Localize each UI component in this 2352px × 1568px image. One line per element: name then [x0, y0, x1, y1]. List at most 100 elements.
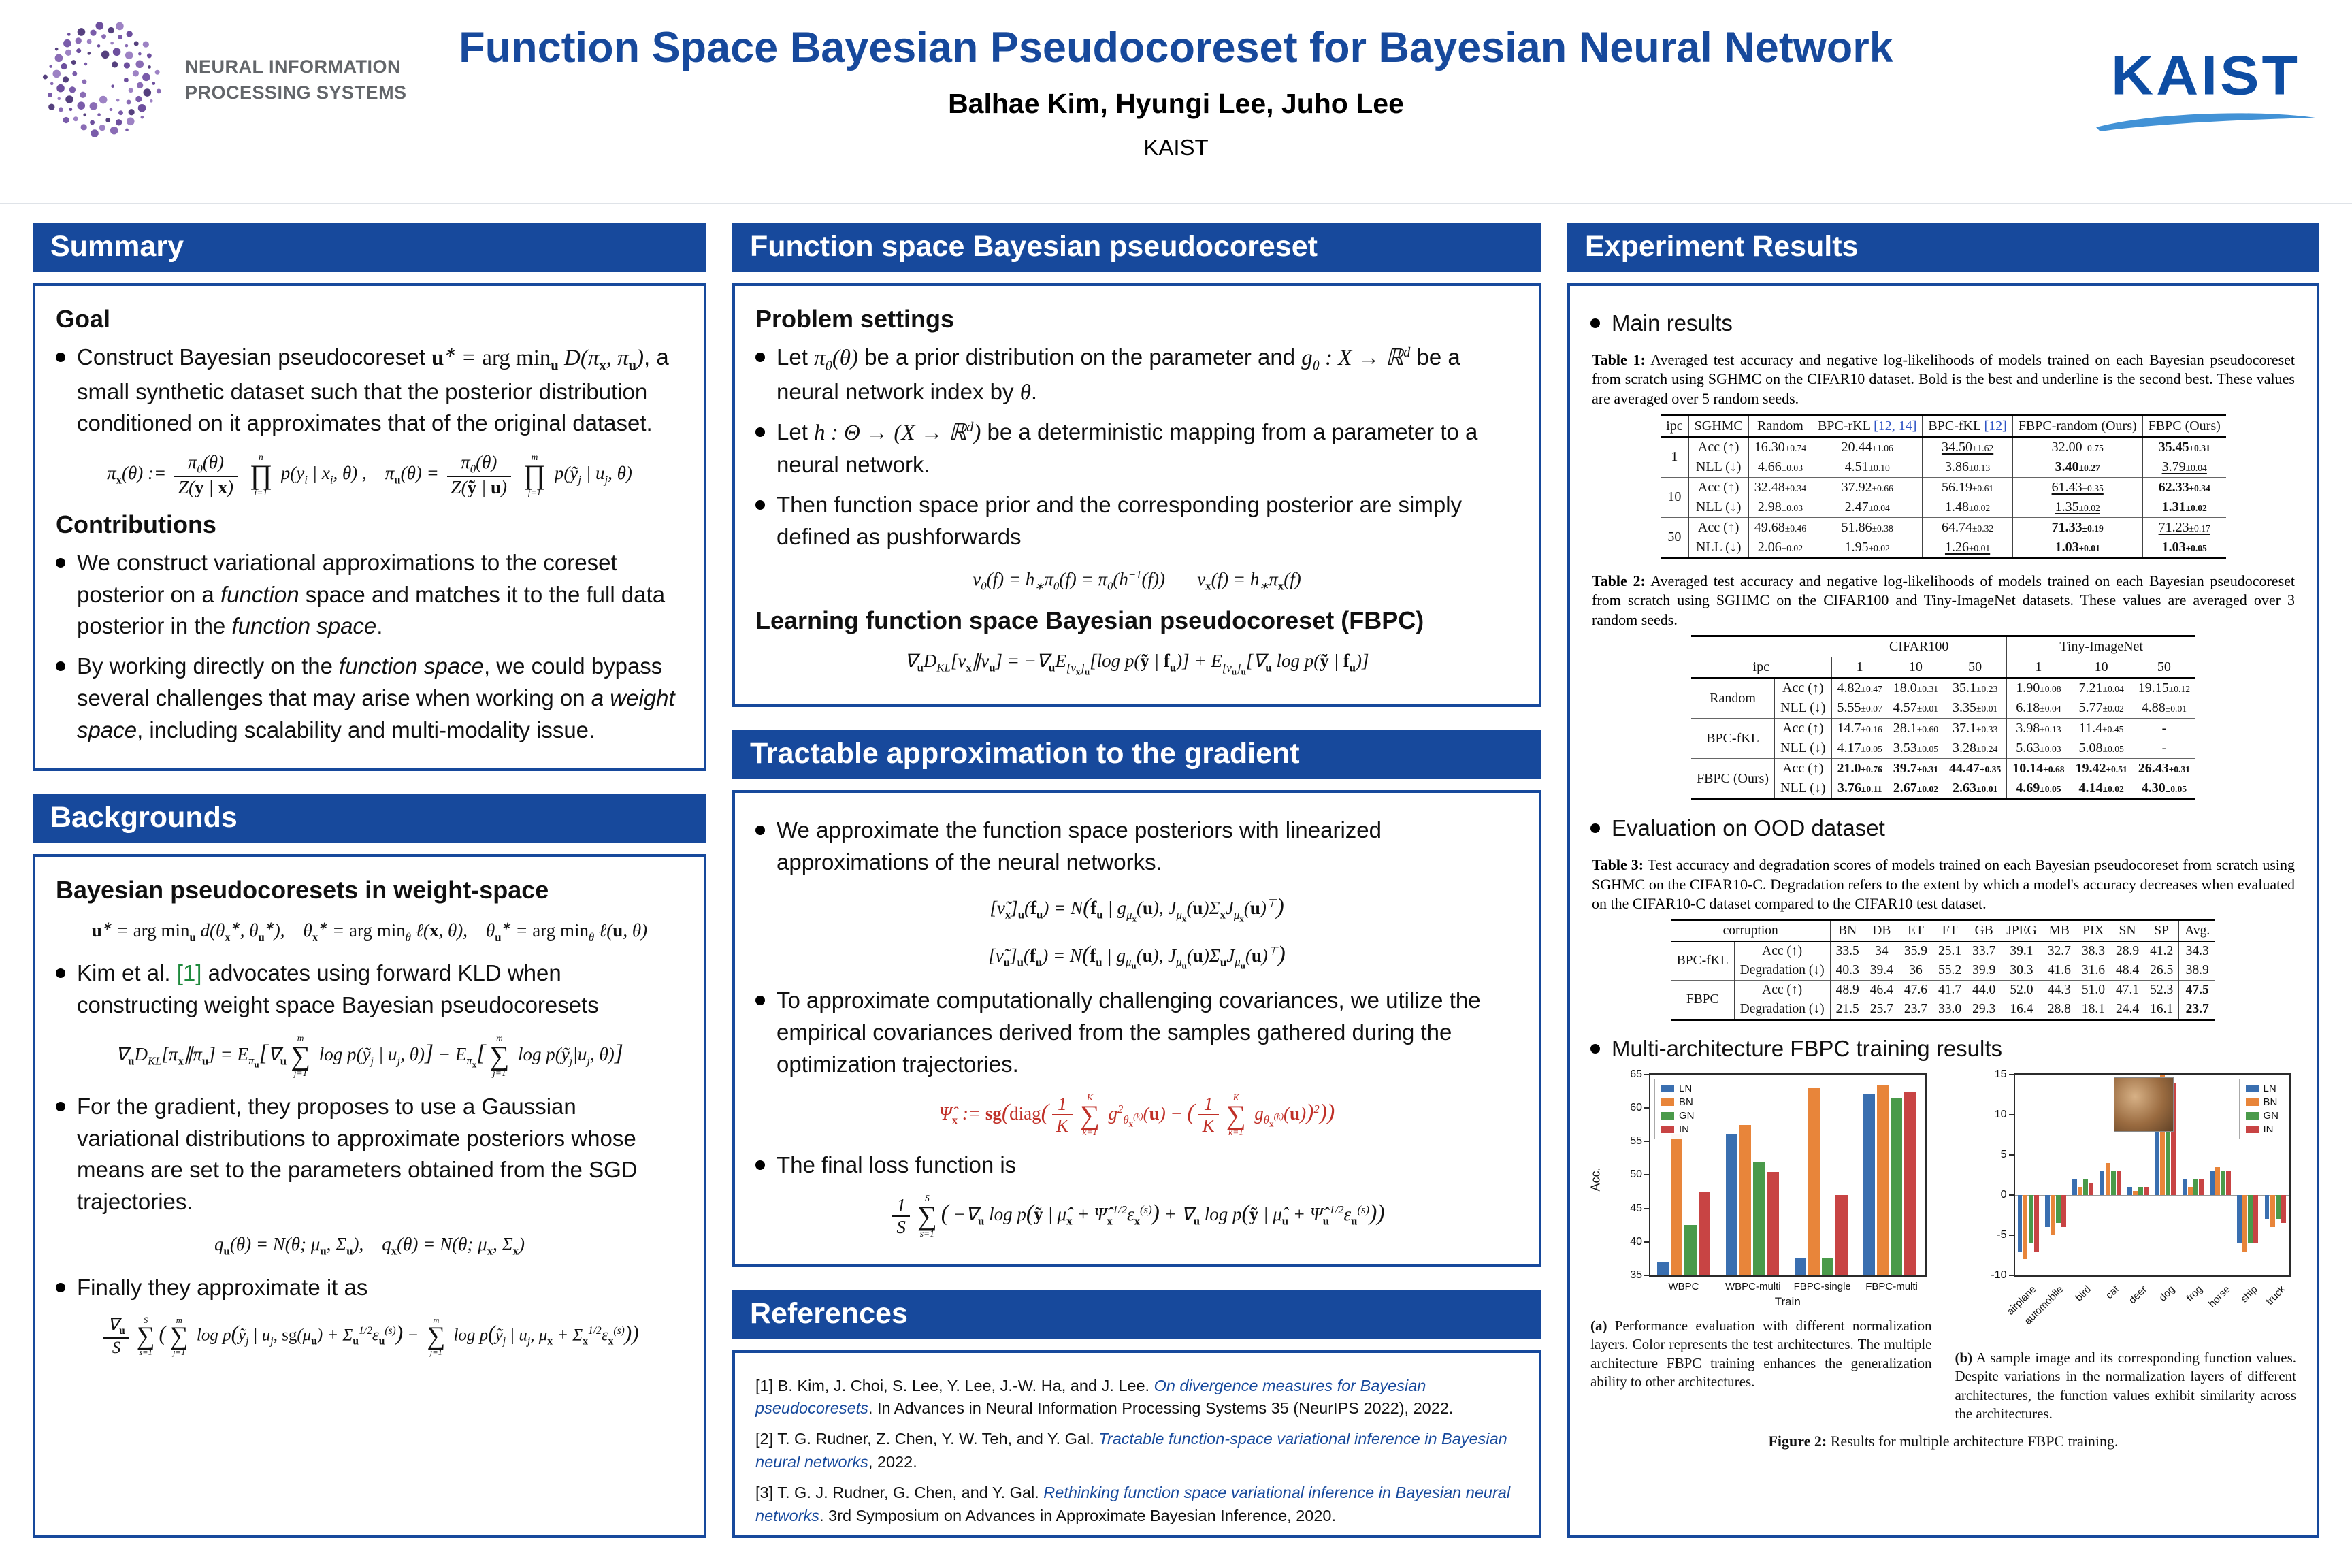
value-cell: 19.15±0.12: [2133, 678, 2195, 698]
references-section: References [1] B. Kim, J. Choi, S. Lee, …: [732, 1290, 1541, 1538]
x-tick-label-text: deer: [2126, 1283, 2149, 1307]
value-cell: 37.92±0.66: [1812, 476, 1923, 497]
category-slot: [2070, 1075, 2097, 1275]
chart-legend: LN BN GN IN: [2238, 1078, 2285, 1139]
table-row: NLL (↓) 3.76±0.11 2.67±0.02 2.63±0.01 4.69±0…: [1691, 779, 2195, 800]
value-cell: 29.3: [1967, 1000, 2001, 1020]
legend-label: GN: [2263, 1109, 2279, 1122]
method-cell: BPC-fKL: [1676, 953, 1729, 968]
value-cell: 52.0: [2001, 980, 2042, 1000]
cell-value: 3.76±0.11: [1837, 781, 1882, 796]
method-cell: Random: [1710, 690, 1756, 706]
multi-arch-list: Multi-architecture FBPC training results: [1590, 1033, 2296, 1065]
kaist-swoosh-icon: [2096, 113, 2315, 131]
corner-cell: [1691, 636, 1831, 657]
x-tick-label: deer: [2125, 1281, 2153, 1341]
cell-value: 19.15±0.12: [2138, 681, 2191, 696]
logo-dot: [54, 54, 63, 63]
value-cell: 1.03±0.05: [2142, 537, 2226, 559]
table-row: 10 Acc (↑) 32.48±0.34 37.92±0.66 56.19±0.61 6…: [1661, 476, 2226, 518]
cell-value: 10.14±0.68: [2012, 761, 2065, 777]
value-cell: 38.9: [2178, 961, 2216, 981]
legend-label: GN: [1679, 1109, 1695, 1122]
logo-dot: [67, 33, 71, 36]
gaussian-approx-bullet: For the gradient, they proposes to use a…: [77, 1093, 638, 1215]
cell-value: 35.1±0.23: [1953, 681, 1998, 696]
table-row: BPC-fKL Acc (↑) 33.5 34 35.9 25.1 33.7 39.1 32.7…: [1671, 941, 2216, 968]
logo-dot: [126, 31, 133, 37]
logo-dot: [125, 51, 133, 60]
logo-dot: [112, 61, 118, 68]
list-item: Kim et al. [1] advocates using forward K…: [56, 958, 683, 1022]
cell-value: 62.33±0.34: [2158, 479, 2210, 495]
metric-cell: Acc (↑): [1774, 718, 1832, 739]
logo-dot: [90, 29, 97, 36]
bar-gn-6: [2193, 1179, 2198, 1195]
logo-dot: [125, 128, 129, 132]
x-tick-label: WBPC-multi: [1725, 1280, 1781, 1292]
category-slot: [1719, 1075, 1788, 1275]
y-tick-label: 0: [2000, 1188, 2007, 1200]
metric-cell: Acc (↑): [1733, 980, 1831, 1000]
cell-value: 71.33±0.19: [2051, 519, 2104, 535]
bar-ln-1: [1725, 1134, 1738, 1275]
value-cell: 51.0: [2076, 980, 2110, 1000]
bullet-icon: [56, 662, 65, 672]
x-tick-label-text: cat: [2104, 1283, 2122, 1302]
value-cell: 2.67±0.02: [1888, 779, 1944, 800]
cell-value: 5.63±0.03: [2016, 740, 2061, 756]
logo-dot: [101, 50, 110, 59]
value-cell: 4.14±0.02: [2070, 779, 2133, 800]
fbpc-gradient-formula: ∇uDKL[νx∥νu] = −∇uE[νx]u[log p(ỹ | fu)] …: [904, 651, 1369, 677]
references-box: [1] B. Kim, J. Choi, S. Lee, Y. Lee, J.-…: [732, 1350, 1541, 1538]
x-tick-label-text: ship: [2238, 1283, 2260, 1305]
logo-dot: [150, 99, 153, 103]
logo-dot: [105, 117, 111, 122]
bar-gn-1: [1753, 1161, 1765, 1275]
legend-label: LN: [2263, 1082, 2276, 1094]
method-cell: FBPC: [1671, 980, 1735, 1020]
bar-in-0: [2034, 1194, 2039, 1252]
kaist-logo: KAIST: [1896, 15, 2318, 133]
weightspace-heading: Bayesian pseudocoresets in weight-space: [56, 875, 549, 904]
neurips-logo: NEURAL INFORMATION PROCESSING SYSTEMS: [34, 15, 456, 140]
value-cell: 33.7: [1967, 941, 2001, 961]
cell-value: 39.4: [1869, 963, 1893, 978]
cell-value: 5.77±0.02: [2078, 700, 2124, 716]
legend-item: IN: [1661, 1124, 1695, 1135]
cell-value: 52.0: [2010, 983, 2034, 998]
cell-value: 5.08±0.05: [2078, 740, 2124, 756]
cell-value: 18.0±0.31: [1893, 681, 1939, 696]
table-col-header: BPC-fKL [12]: [1922, 415, 2013, 438]
bar-bn-4: [2132, 1191, 2138, 1195]
bar-ln-5: [2155, 1090, 2160, 1195]
value-cell: 1.26±0.01: [1922, 537, 2013, 559]
logo-dot: [116, 22, 124, 31]
cell-value: 35.9: [1904, 944, 1927, 959]
value-cell: 6.18±0.04: [2006, 698, 2070, 719]
logo-dot: [127, 117, 135, 126]
bar-bn-9: [2270, 1194, 2275, 1228]
value-cell: 35.1±0.23: [1944, 678, 2007, 698]
logo-dot: [97, 113, 101, 116]
table-col-header: ipc: [1661, 415, 1689, 438]
cell-value: 39.1: [2010, 944, 2034, 959]
bar-ln-2: [1794, 1258, 1806, 1275]
cell-value: 32.7: [2047, 944, 2071, 959]
cell-value: 61.43±0.35: [2051, 479, 2104, 495]
x-tick-label: automobile: [2023, 1281, 2069, 1341]
cell-value: -: [2161, 721, 2167, 736]
bar-ln-0: [1657, 1262, 1669, 1275]
logo-dot: [126, 99, 131, 105]
logo-dot: [52, 69, 61, 78]
value-cell: 1.35±0.02: [2012, 497, 2143, 518]
logo-dot: [128, 109, 135, 116]
section-header-tractable: Tractable approximation to the gradient: [732, 730, 1541, 779]
y-tick-label: 55: [1630, 1135, 1642, 1147]
ipc-col-header: 10: [2070, 657, 2133, 679]
list-item: Construct Bayesian pseudocoreset u∗ = ar…: [56, 342, 683, 440]
list-item: Multi-architecture FBPC training results: [1590, 1033, 2296, 1065]
x-tick-label: WBPC: [1668, 1280, 1699, 1292]
category-slot: [2042, 1075, 2070, 1275]
value-cell: 16.1: [2144, 1000, 2179, 1020]
